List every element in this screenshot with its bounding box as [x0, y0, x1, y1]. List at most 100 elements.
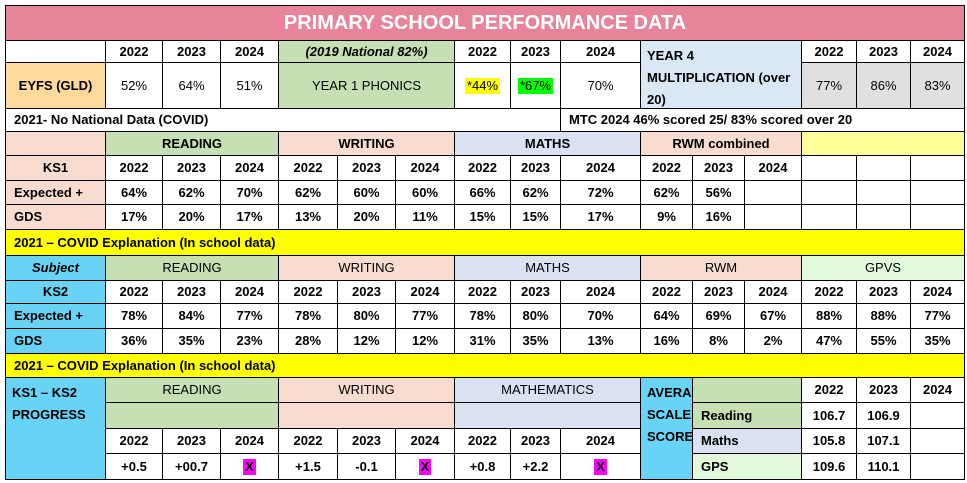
empty-cell: [801, 204, 857, 230]
ks2-value: 35%: [162, 328, 221, 354]
cell-text: 84%: [178, 308, 205, 323]
scale-score-value: [910, 428, 965, 454]
ks1-value: 11%: [395, 204, 455, 230]
ks2-value: 80%: [510, 303, 561, 329]
cell-text: 35%: [522, 333, 549, 348]
cell-text: 83%: [924, 77, 951, 93]
cell-text: 2022: [814, 284, 844, 299]
progress-subject-header: WRITING: [278, 377, 455, 403]
progress-subject-header: READING: [105, 377, 279, 403]
cell-text: YEAR 4 MULTIPLICATION (over 20): [647, 48, 791, 107]
ks1-value: 62%: [278, 180, 338, 205]
ks1-value: 13%: [278, 204, 338, 230]
cell-text: 78%: [469, 308, 496, 323]
eyfs-value: 64%: [162, 62, 221, 109]
year-header: 2024: [560, 155, 641, 181]
cell-text: Reading: [701, 407, 753, 423]
scale-score-value: 106.9: [856, 402, 911, 429]
cell-text: 11%: [412, 209, 438, 224]
ks2-value: 16%: [640, 328, 693, 354]
cell-text: 66%: [469, 184, 496, 200]
cell-text: 2023: [177, 284, 206, 299]
cell-text: RWM combined: [672, 135, 770, 151]
year-header: 2024: [560, 428, 641, 454]
cell-text: 64%: [120, 184, 148, 200]
ks2-value: 88%: [856, 303, 911, 329]
ks2-subject-header: RWM: [640, 255, 802, 281]
cell-text: 2022: [293, 433, 323, 448]
cell-text: 106.9: [867, 407, 900, 423]
cell-text: 17%: [236, 209, 263, 224]
cell-text: (2019 National 82%): [305, 43, 428, 59]
eyfs-value: 51%: [220, 62, 279, 109]
ks2-value: 69%: [692, 303, 745, 329]
year-header: 2024: [910, 377, 965, 403]
cell-text: +2.2: [522, 458, 549, 474]
cell-text: 16%: [705, 209, 732, 224]
cell-text: 2023: [177, 43, 206, 59]
empty-cell: [5, 40, 106, 63]
cell-text: 15%: [522, 209, 549, 224]
cell-text: 2023: [352, 433, 381, 448]
ks2-value: 35%: [910, 328, 965, 354]
empty-cell: [910, 180, 965, 205]
progress-subject-band: [278, 402, 455, 429]
cell-text: 72%: [587, 184, 614, 200]
cell-text: 2022: [119, 284, 149, 299]
page-title: PRIMARY SCHOOL PERFORMANCE DATA: [5, 5, 965, 41]
year-header: 2024: [910, 280, 965, 304]
mtc-note: MTC 2024 46% scored 25/ 83% scored over …: [560, 108, 965, 132]
ks1-value: 60%: [337, 180, 396, 205]
ks1-row-label: Expected +: [5, 180, 106, 205]
cell-text: 2024: [586, 43, 615, 59]
year-header: 2024: [395, 428, 455, 454]
cell-text: WRITING: [338, 382, 395, 397]
cell-text: EYFS (GLD): [18, 77, 93, 93]
cell-text: GDS: [14, 209, 43, 224]
year-header: 2024: [560, 280, 641, 304]
cell-text: +00.7: [175, 458, 208, 474]
cell-text: 17%: [587, 209, 614, 224]
scale-score-value: 107.1: [856, 428, 911, 454]
cell-text: 62%: [294, 184, 322, 200]
cell-text: 105.8: [812, 433, 846, 448]
ks1-value: 56%: [692, 180, 745, 205]
year-header: 2023: [510, 428, 561, 454]
cell-text: 15%: [469, 209, 496, 224]
ks2-value: 13%: [560, 328, 641, 354]
cell-text: 106.7: [812, 407, 846, 423]
multiplication-value: 83%: [910, 62, 965, 109]
ks1-value: [744, 204, 802, 230]
cell-text: 17%: [120, 209, 148, 224]
cell-text: 12%: [353, 333, 380, 348]
year-header: 2023: [162, 40, 221, 63]
ks1-value: 17%: [105, 204, 163, 230]
cell-text: 67%: [759, 308, 787, 323]
cell-text: RWM: [704, 260, 738, 275]
cell-text: PRIMARY SCHOOL PERFORMANCE DATA: [283, 12, 687, 34]
year-header: 2023: [856, 40, 911, 63]
scale-score-value: [910, 453, 965, 480]
cell-text: 16%: [653, 333, 680, 348]
cell-text: WRITING: [338, 135, 395, 151]
covid-explanation-bar: 2021 – COVID Explanation (In school data…: [5, 229, 965, 256]
year-header: 2024: [220, 40, 279, 63]
ks1-value: 15%: [454, 204, 511, 230]
scale-score-value: 109.6: [801, 453, 857, 480]
cell-text: 2024: [586, 284, 615, 299]
empty-cell: [856, 180, 911, 205]
cell-text: 2024: [410, 284, 440, 299]
phonics-value: 70%: [560, 62, 641, 109]
ks1-value: 70%: [220, 180, 279, 205]
year-header: 2024: [220, 280, 279, 304]
phonics-value: *44%: [454, 62, 511, 109]
year-header: 2022: [105, 40, 163, 63]
year-header: 2022: [278, 155, 338, 181]
cell-text: *44%: [464, 77, 501, 94]
cell-text: 78%: [294, 308, 322, 323]
cell-text: 2024: [235, 433, 264, 448]
cell-text: Maths: [701, 433, 739, 448]
cell-text: 2022: [814, 382, 844, 397]
year-header: 2023: [856, 377, 911, 403]
